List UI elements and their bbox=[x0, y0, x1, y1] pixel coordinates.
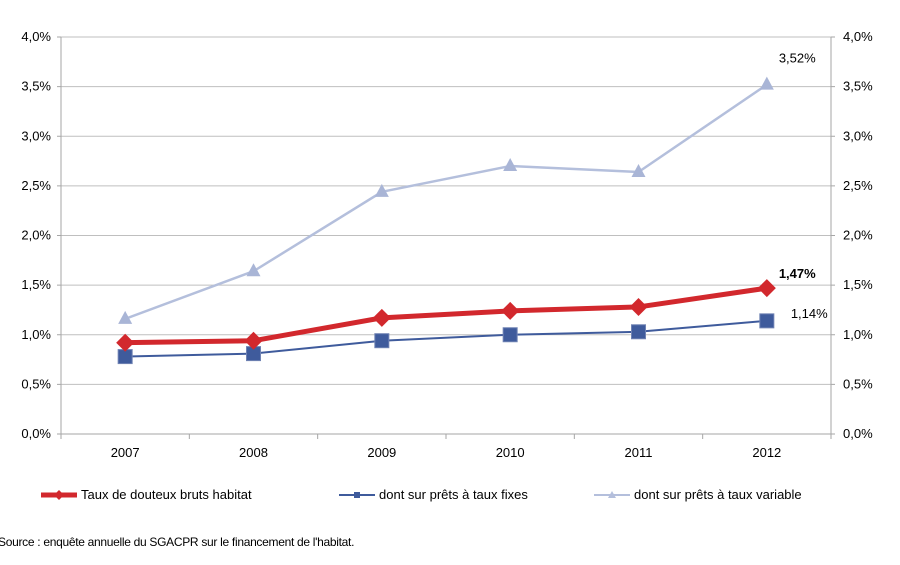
data-point-square bbox=[502, 327, 518, 343]
y-tick-label: 3,5% bbox=[21, 79, 51, 94]
data-point-triangle bbox=[374, 183, 389, 197]
y-tick-label-right: 4,0% bbox=[843, 29, 873, 44]
x-tick-label: 2011 bbox=[625, 445, 653, 460]
series-group bbox=[116, 76, 776, 365]
data-point-diamond bbox=[757, 279, 776, 298]
y-axis-right-ticks: 0,0% 0,5% 1,0% 1,5% 2,0% 2,5% 3,0% 3,5% 4,0% bbox=[843, 29, 873, 441]
data-point-diamond bbox=[501, 301, 520, 320]
data-label: 3,52% bbox=[779, 51, 816, 66]
series-line bbox=[124, 83, 768, 321]
y-tick-label-right: 1,0% bbox=[843, 327, 873, 342]
data-point-diamond bbox=[372, 308, 391, 327]
data-point-triangle bbox=[503, 158, 518, 172]
axes bbox=[57, 36, 835, 439]
y-tick-label: 4,0% bbox=[21, 29, 51, 44]
legend-item-variable: dont sur prêts à taux variable bbox=[593, 487, 802, 502]
legend-swatch-fixed-icon bbox=[339, 491, 375, 498]
y-tick-label-right: 2,5% bbox=[843, 178, 873, 193]
y-tick-label: 0,5% bbox=[21, 376, 51, 391]
legend-label: dont sur prêts à taux variable bbox=[634, 487, 802, 502]
series-total bbox=[116, 279, 776, 352]
data-point-diamond bbox=[629, 297, 648, 316]
x-tick-label: 2008 bbox=[239, 445, 268, 460]
x-tick-label: 2007 bbox=[111, 445, 140, 460]
legend-item-total: Taux de douteux bruts habitat bbox=[40, 487, 252, 502]
data-point-triangle bbox=[246, 263, 261, 277]
data-labels: 1,47% 1,14% 3,52% bbox=[779, 51, 828, 321]
data-label: 1,47% bbox=[779, 266, 816, 281]
gridlines bbox=[61, 36, 831, 385]
data-label: 1,14% bbox=[791, 306, 828, 321]
data-point-square bbox=[759, 313, 775, 329]
y-tick-label-right: 0,5% bbox=[843, 376, 873, 391]
y-tick-label-right: 3,5% bbox=[843, 79, 873, 94]
x-axis-ticks: 2007 2008 2009 2010 2011 2012 bbox=[111, 445, 782, 460]
y-tick-label-right: 2,0% bbox=[843, 228, 873, 243]
source-note: Source : enquête annuelle du SGACPR sur … bbox=[0, 535, 355, 549]
y-tick-label-right: 0,0% bbox=[843, 426, 873, 441]
legend: Taux de douteux bruts habitat dont sur p… bbox=[0, 487, 900, 507]
x-tick-label: 2012 bbox=[752, 445, 781, 460]
legend-swatch-total-icon bbox=[41, 489, 77, 500]
legend-swatch-variable-icon bbox=[594, 490, 630, 498]
legend-item-fixed: dont sur prêts à taux fixes bbox=[338, 487, 528, 502]
y-tick-label: 0,0% bbox=[21, 426, 51, 441]
line-chart: 0,0% 0,5% 1,0% 1,5% 2,0% 2,5% 3,0% 3,5% 4,0% 0,0… bbox=[21, 29, 873, 460]
y-tick-label: 2,0% bbox=[21, 228, 51, 243]
data-point-diamond bbox=[244, 331, 263, 350]
data-point-square bbox=[631, 324, 646, 340]
y-axis-left-ticks: 0,0% 0,5% 1,0% 1,5% 2,0% 2,5% 3,0% 3,5% 4,0% bbox=[21, 29, 51, 441]
series-fixed bbox=[117, 313, 775, 365]
data-point-triangle bbox=[759, 76, 774, 90]
legend-label: dont sur prêts à taux fixes bbox=[379, 487, 528, 502]
y-tick-label-right: 1,5% bbox=[843, 277, 873, 292]
y-tick-label: 1,5% bbox=[21, 277, 51, 292]
y-tick-label: 2,5% bbox=[21, 178, 51, 193]
y-tick-label: 3,0% bbox=[21, 128, 51, 143]
data-point-square bbox=[374, 333, 390, 349]
y-tick-label-right: 3,0% bbox=[843, 128, 873, 143]
y-tick-label: 1,0% bbox=[21, 327, 51, 342]
data-point-triangle bbox=[631, 163, 646, 177]
series-line bbox=[125, 285, 768, 346]
data-point-diamond bbox=[116, 333, 135, 352]
data-point-triangle bbox=[118, 310, 133, 324]
x-tick-label: 2009 bbox=[367, 445, 396, 460]
series-line bbox=[125, 319, 767, 358]
series-variable bbox=[118, 76, 774, 324]
legend-label: Taux de douteux bruts habitat bbox=[81, 487, 252, 502]
x-tick-label: 2010 bbox=[496, 445, 525, 460]
